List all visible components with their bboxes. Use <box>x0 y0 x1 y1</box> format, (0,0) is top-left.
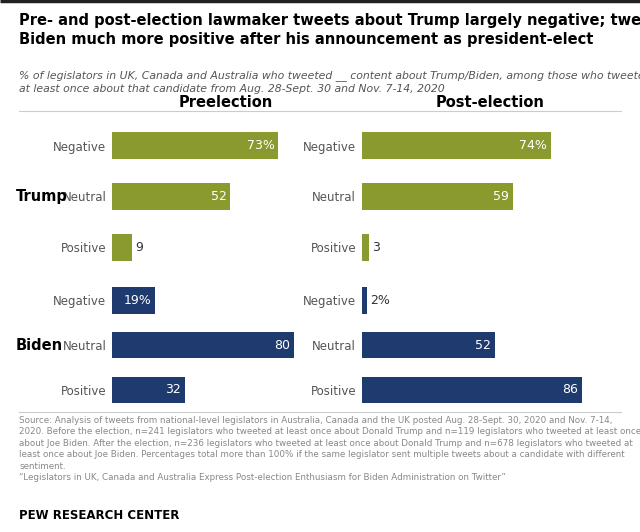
Text: 52: 52 <box>475 338 491 352</box>
Text: PEW RESEARCH CENTER: PEW RESEARCH CENTER <box>19 510 180 522</box>
Bar <box>362 332 495 359</box>
Text: 74%: 74% <box>519 139 547 152</box>
Bar <box>112 377 185 403</box>
Bar <box>362 287 367 313</box>
Text: 52: 52 <box>211 190 227 203</box>
Text: 19%: 19% <box>124 294 152 307</box>
Bar <box>362 377 582 403</box>
Bar <box>112 234 132 261</box>
Text: Biden: Biden <box>16 338 63 353</box>
Text: 80: 80 <box>275 338 291 352</box>
Bar <box>112 287 155 313</box>
Bar <box>112 332 294 359</box>
Text: Trump: Trump <box>16 189 68 204</box>
Text: 2%: 2% <box>370 294 390 307</box>
Text: 9: 9 <box>135 241 143 254</box>
Bar <box>362 234 369 261</box>
Title: Post-election: Post-election <box>435 95 544 110</box>
Bar <box>362 183 513 210</box>
Text: 59: 59 <box>493 190 509 203</box>
Text: Source: Analysis of tweets from national-level legislators in Australia, Canada : Source: Analysis of tweets from national… <box>19 416 640 483</box>
Bar <box>112 183 230 210</box>
Text: 73%: 73% <box>246 139 275 152</box>
Text: % of legislators in UK, Canada and Australia who tweeted __ content about Trump/: % of legislators in UK, Canada and Austr… <box>19 70 640 94</box>
Title: Preelection: Preelection <box>179 95 273 110</box>
Bar <box>362 132 551 159</box>
Text: 32: 32 <box>166 384 181 396</box>
Text: Pre- and post-election lawmaker tweets about Trump largely negative; tweets abou: Pre- and post-election lawmaker tweets a… <box>19 13 640 47</box>
Text: 3: 3 <box>372 241 380 254</box>
Bar <box>112 132 278 159</box>
Text: 86: 86 <box>562 384 578 396</box>
